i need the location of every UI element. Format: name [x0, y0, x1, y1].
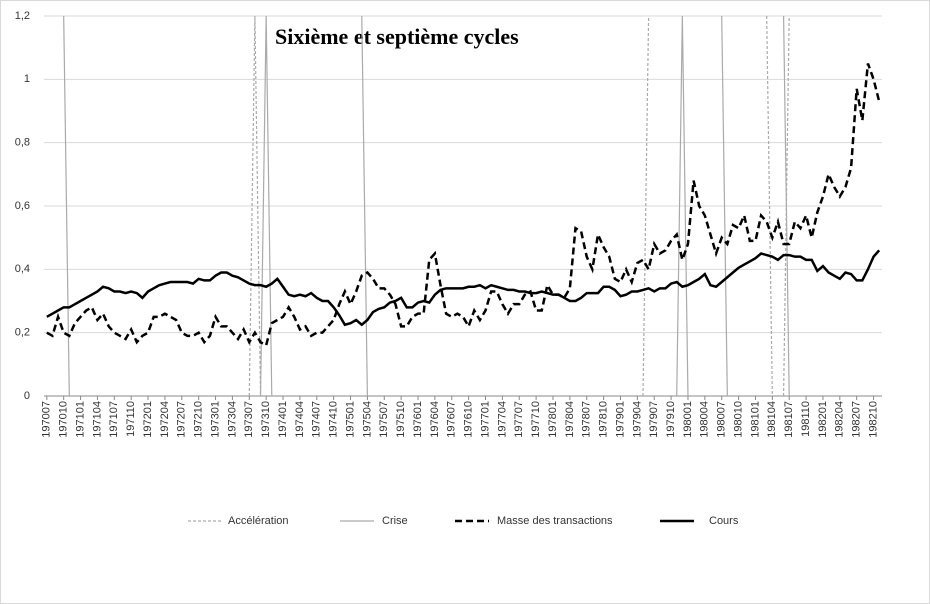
series-line — [782, 15, 790, 397]
x-tick-label: 197110 — [125, 401, 137, 437]
series-line — [63, 15, 70, 397]
y-tick-label: 0,4 — [15, 263, 30, 275]
x-tick-label: 197804 — [564, 401, 576, 438]
x-tick-label: 197207 — [176, 401, 188, 438]
legend-label: Crise — [382, 515, 408, 527]
x-tick-label: 198101 — [749, 401, 761, 438]
series-line — [676, 15, 689, 397]
x-tick-label: 197910 — [665, 401, 677, 438]
x-tick-label: 197607 — [446, 401, 458, 438]
x-tick-label: 197507 — [378, 401, 390, 438]
x-tick-label: 197504 — [361, 401, 373, 438]
x-tick-label: 198110 — [800, 401, 812, 437]
series-line — [721, 15, 728, 397]
x-tick-label: 197204 — [159, 401, 171, 438]
x-tick-label: 198201 — [817, 401, 829, 438]
series-line — [46, 249, 881, 327]
x-tick-label: 197710 — [530, 401, 542, 438]
x-tick-label: 197810 — [598, 401, 610, 438]
x-tick-label: 198104 — [766, 401, 778, 438]
x-tick-label: 198010 — [732, 401, 744, 438]
x-tick-label: 197304 — [226, 401, 238, 438]
x-tick-label: 197307 — [243, 401, 255, 438]
x-tick-label: 197201 — [142, 401, 154, 438]
y-tick-label: 1 — [24, 73, 30, 85]
x-tick-label: 197401 — [277, 401, 289, 438]
x-tick-label: 197604 — [429, 401, 441, 438]
x-tick-label: 197210 — [193, 401, 205, 438]
chart-title: Sixième et septième cycles — [275, 24, 519, 49]
x-tick-label: 198007 — [716, 401, 728, 438]
y-tick-label: 0,2 — [15, 327, 30, 339]
x-tick-label: 198210 — [867, 401, 879, 438]
x-tick-label: 197104 — [91, 401, 103, 438]
x-tick-label: 197704 — [496, 401, 508, 438]
x-tick-label: 197310 — [260, 401, 272, 438]
x-tick-label: 197610 — [463, 401, 475, 438]
legend-label: Masse des transactions — [497, 515, 613, 527]
y-tick-label: 0,6 — [15, 200, 30, 212]
x-tick-label: 197707 — [513, 401, 525, 438]
series-line — [248, 15, 262, 397]
x-tick-label: 197407 — [311, 401, 323, 438]
x-tick-label: 198207 — [851, 401, 863, 438]
y-tick-label: 0,8 — [15, 137, 30, 149]
y-tick-label: 0 — [24, 390, 30, 402]
x-tick-label: 198004 — [699, 401, 711, 438]
x-tick-label: 197501 — [344, 401, 356, 438]
x-tick-label: 197701 — [479, 401, 491, 438]
x-tick-label: 197807 — [581, 401, 593, 438]
legend-label: Accélération — [228, 515, 289, 527]
x-tick-label: 198001 — [682, 401, 694, 438]
x-tick-label: 197101 — [74, 401, 86, 438]
x-tick-label: 197410 — [328, 401, 340, 438]
x-tick-label: 197404 — [294, 401, 306, 438]
series-line — [766, 15, 773, 397]
x-tick-label: 197107 — [108, 401, 120, 438]
x-tick-label: 197801 — [547, 401, 559, 438]
x-tick-label: 197007 — [41, 401, 53, 438]
x-tick-label: 197901 — [614, 401, 626, 438]
series-line — [259, 15, 273, 397]
legend-label: Cours — [709, 515, 739, 527]
x-tick-label: 197601 — [412, 401, 424, 438]
series-line — [642, 15, 650, 397]
x-tick-label: 198204 — [834, 401, 846, 438]
x-tick-label: 197510 — [395, 401, 407, 438]
y-tick-label: 1,2 — [15, 10, 30, 22]
x-tick-label: 197010 — [58, 401, 70, 438]
x-tick-label: 197907 — [648, 401, 660, 438]
x-tick-label: 197904 — [631, 401, 643, 438]
series-line — [46, 63, 881, 348]
series-line — [361, 15, 368, 397]
x-tick-label: 197301 — [209, 401, 221, 438]
x-tick-label: 198107 — [783, 401, 795, 438]
